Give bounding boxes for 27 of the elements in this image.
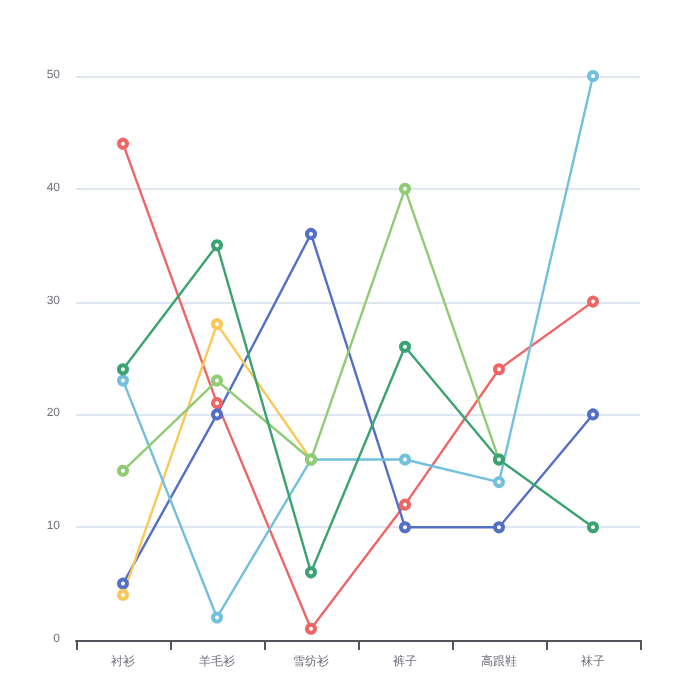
point bbox=[493, 521, 505, 534]
point bbox=[587, 408, 599, 421]
point bbox=[587, 70, 599, 82]
point bbox=[117, 374, 129, 387]
point bbox=[211, 318, 223, 331]
point bbox=[211, 239, 223, 252]
point bbox=[399, 340, 411, 353]
point bbox=[305, 622, 317, 635]
point bbox=[117, 464, 129, 477]
point bbox=[211, 611, 223, 624]
point bbox=[399, 182, 411, 195]
point bbox=[587, 521, 599, 534]
point bbox=[399, 453, 411, 466]
point bbox=[211, 408, 223, 421]
point bbox=[117, 588, 129, 601]
point bbox=[117, 577, 129, 590]
point bbox=[117, 363, 129, 376]
point bbox=[493, 363, 505, 376]
point bbox=[305, 227, 317, 240]
point bbox=[211, 397, 223, 410]
point bbox=[117, 137, 129, 150]
point bbox=[493, 476, 505, 489]
point bbox=[211, 374, 223, 387]
point bbox=[399, 498, 411, 511]
point bbox=[305, 566, 317, 579]
point bbox=[587, 295, 599, 308]
point bbox=[399, 521, 411, 534]
